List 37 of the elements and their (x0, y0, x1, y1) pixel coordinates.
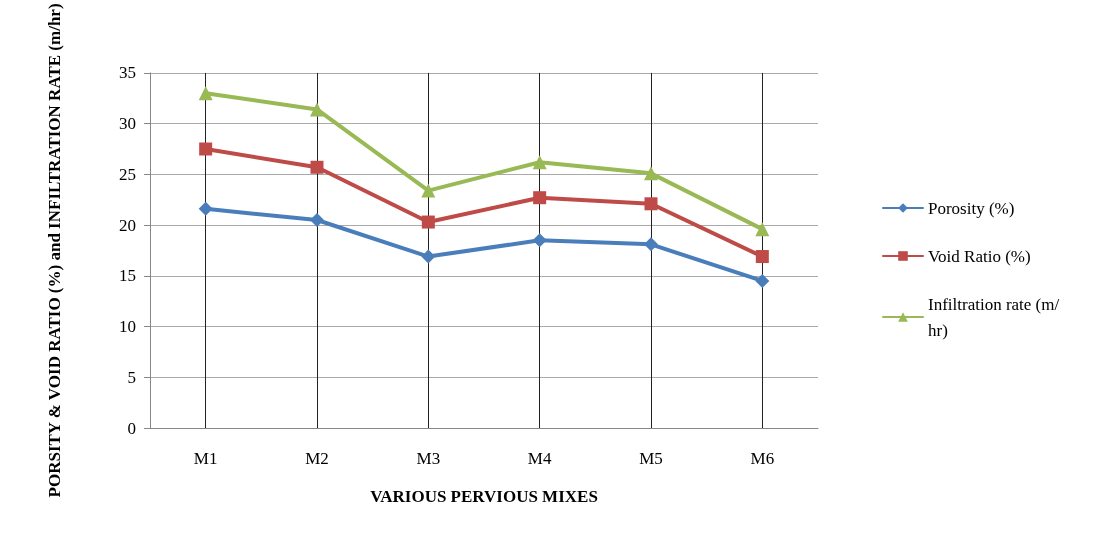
point (533, 191, 547, 205)
y-tick-label: 5 (127, 367, 136, 387)
point (755, 250, 769, 264)
legend-label: Void Ratio (%) (928, 246, 1031, 266)
point (310, 160, 324, 174)
x-axis-title: VARIOUS PERVIOUS MIXES (370, 487, 598, 506)
y-tick-label: 35 (119, 63, 136, 83)
point (644, 237, 658, 252)
y-tick-label: 15 (119, 266, 136, 286)
x-tick-label: M2 (305, 449, 329, 468)
y-tick-label: 0 (127, 418, 136, 438)
point (532, 233, 547, 248)
point (310, 213, 324, 228)
point (198, 86, 213, 101)
legend-label: Porosity (%) (928, 198, 1015, 218)
point (644, 197, 658, 211)
x-tick-label: M4 (527, 449, 552, 468)
y-tick-label: 10 (119, 317, 136, 337)
point (421, 215, 435, 229)
point (644, 166, 658, 181)
x-tick-label: M6 (750, 449, 775, 468)
y-tick-label: 25 (119, 164, 136, 184)
point (755, 273, 770, 288)
y-tick-label: 30 (119, 114, 136, 134)
x-tick-label: M3 (416, 449, 441, 468)
point (755, 222, 770, 237)
y-tick-label: 20 (119, 215, 136, 235)
point (532, 155, 547, 170)
legend-label: Infiltration rate (m/hr) (928, 294, 1060, 340)
point (421, 183, 436, 198)
point (198, 201, 213, 216)
x-tick-label: M5 (639, 449, 663, 468)
point (199, 142, 213, 156)
point (310, 102, 324, 117)
y-axis-title: PORSITY & VOID RATIO (%) and INFILTRATION RATE (m/hr) (44, 3, 64, 498)
x-tick-label: M1 (193, 449, 218, 468)
point (421, 249, 436, 264)
